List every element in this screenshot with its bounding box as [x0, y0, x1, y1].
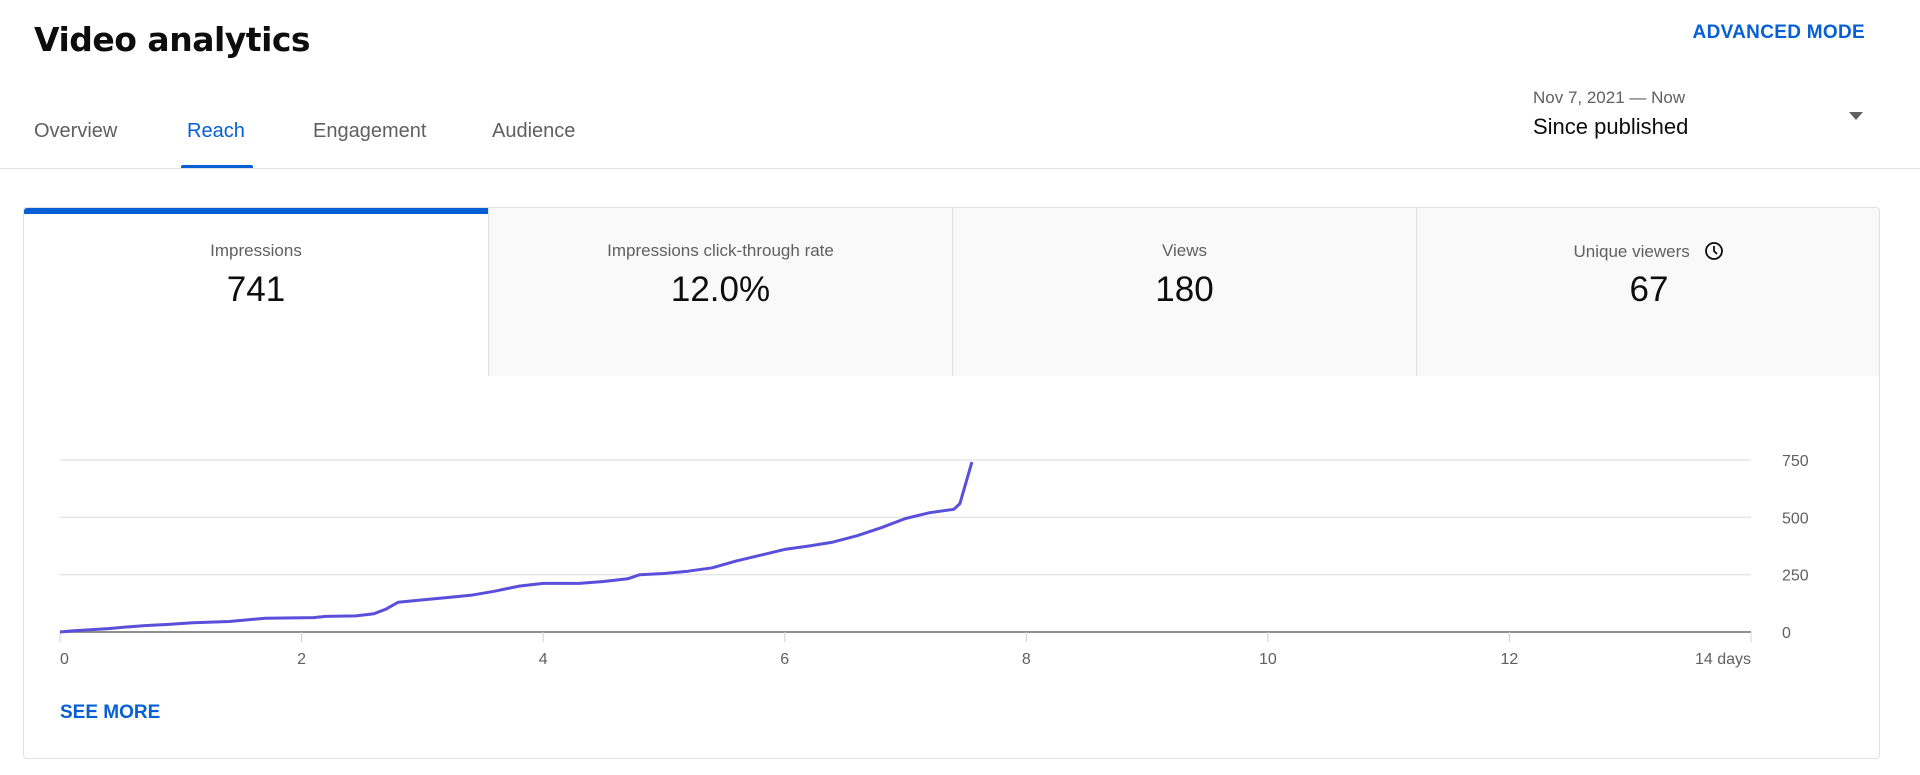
- metric-ctr[interactable]: Impressions click-through rate 12.0%: [488, 208, 952, 376]
- metric-label: Views: [1161, 241, 1208, 260]
- x-tick-label: 2: [297, 651, 306, 668]
- advanced-mode-button[interactable]: ADVANCED MODE: [1692, 22, 1865, 43]
- metric-views[interactable]: Views 180: [952, 208, 1416, 376]
- tab-audience[interactable]: Audience: [492, 120, 576, 142]
- clock-icon[interactable]: [1704, 241, 1724, 261]
- x-tick-label: 6: [780, 651, 789, 668]
- metric-value: 12.0%: [670, 270, 771, 309]
- caret-down-icon[interactable]: [1849, 112, 1863, 120]
- metric-label: Unique viewers: [1417, 241, 1879, 262]
- metric-label: Impressions click-through rate: [607, 241, 834, 260]
- metric-unique-viewers[interactable]: Unique viewers 67: [1416, 208, 1879, 376]
- x-tick-label: 14 days: [1695, 651, 1751, 668]
- x-tick-label: 0: [60, 651, 69, 668]
- y-tick-label: 0: [1782, 625, 1791, 642]
- impressions-line: [59, 461, 974, 634]
- metric-impressions[interactable]: Impressions 741: [24, 208, 488, 376]
- metric-label: Impressions: [210, 241, 302, 260]
- metric-value: 67: [1629, 270, 1669, 309]
- x-tick-label: 10: [1259, 651, 1277, 668]
- tab-engagement[interactable]: Engagement: [313, 120, 427, 142]
- y-tick-label: 750: [1782, 453, 1809, 470]
- x-tick-label: 12: [1501, 651, 1519, 668]
- tab-overview[interactable]: Overview: [34, 120, 118, 142]
- y-tick-label: 500: [1782, 510, 1809, 527]
- x-tick-label: 8: [1022, 651, 1031, 668]
- page-title: Video analytics: [34, 20, 311, 59]
- metric-value: 180: [1155, 270, 1214, 309]
- metric-label-text: Unique viewers: [1573, 242, 1690, 261]
- period-select[interactable]: Since published: [1533, 114, 1689, 139]
- y-tick-label: 250: [1782, 568, 1809, 585]
- tab-reach[interactable]: Reach: [187, 120, 245, 142]
- divider: [0, 168, 1920, 169]
- metrics-card: Impressions 741 Impressions click-throug…: [23, 207, 1880, 759]
- x-tick-label: 4: [539, 651, 548, 668]
- active-tab-indicator: [181, 165, 253, 169]
- see-more-link[interactable]: SEE MORE: [60, 702, 161, 723]
- date-range[interactable]: Nov 7, 2021 — Now: [1533, 88, 1686, 107]
- metric-value: 741: [226, 270, 286, 309]
